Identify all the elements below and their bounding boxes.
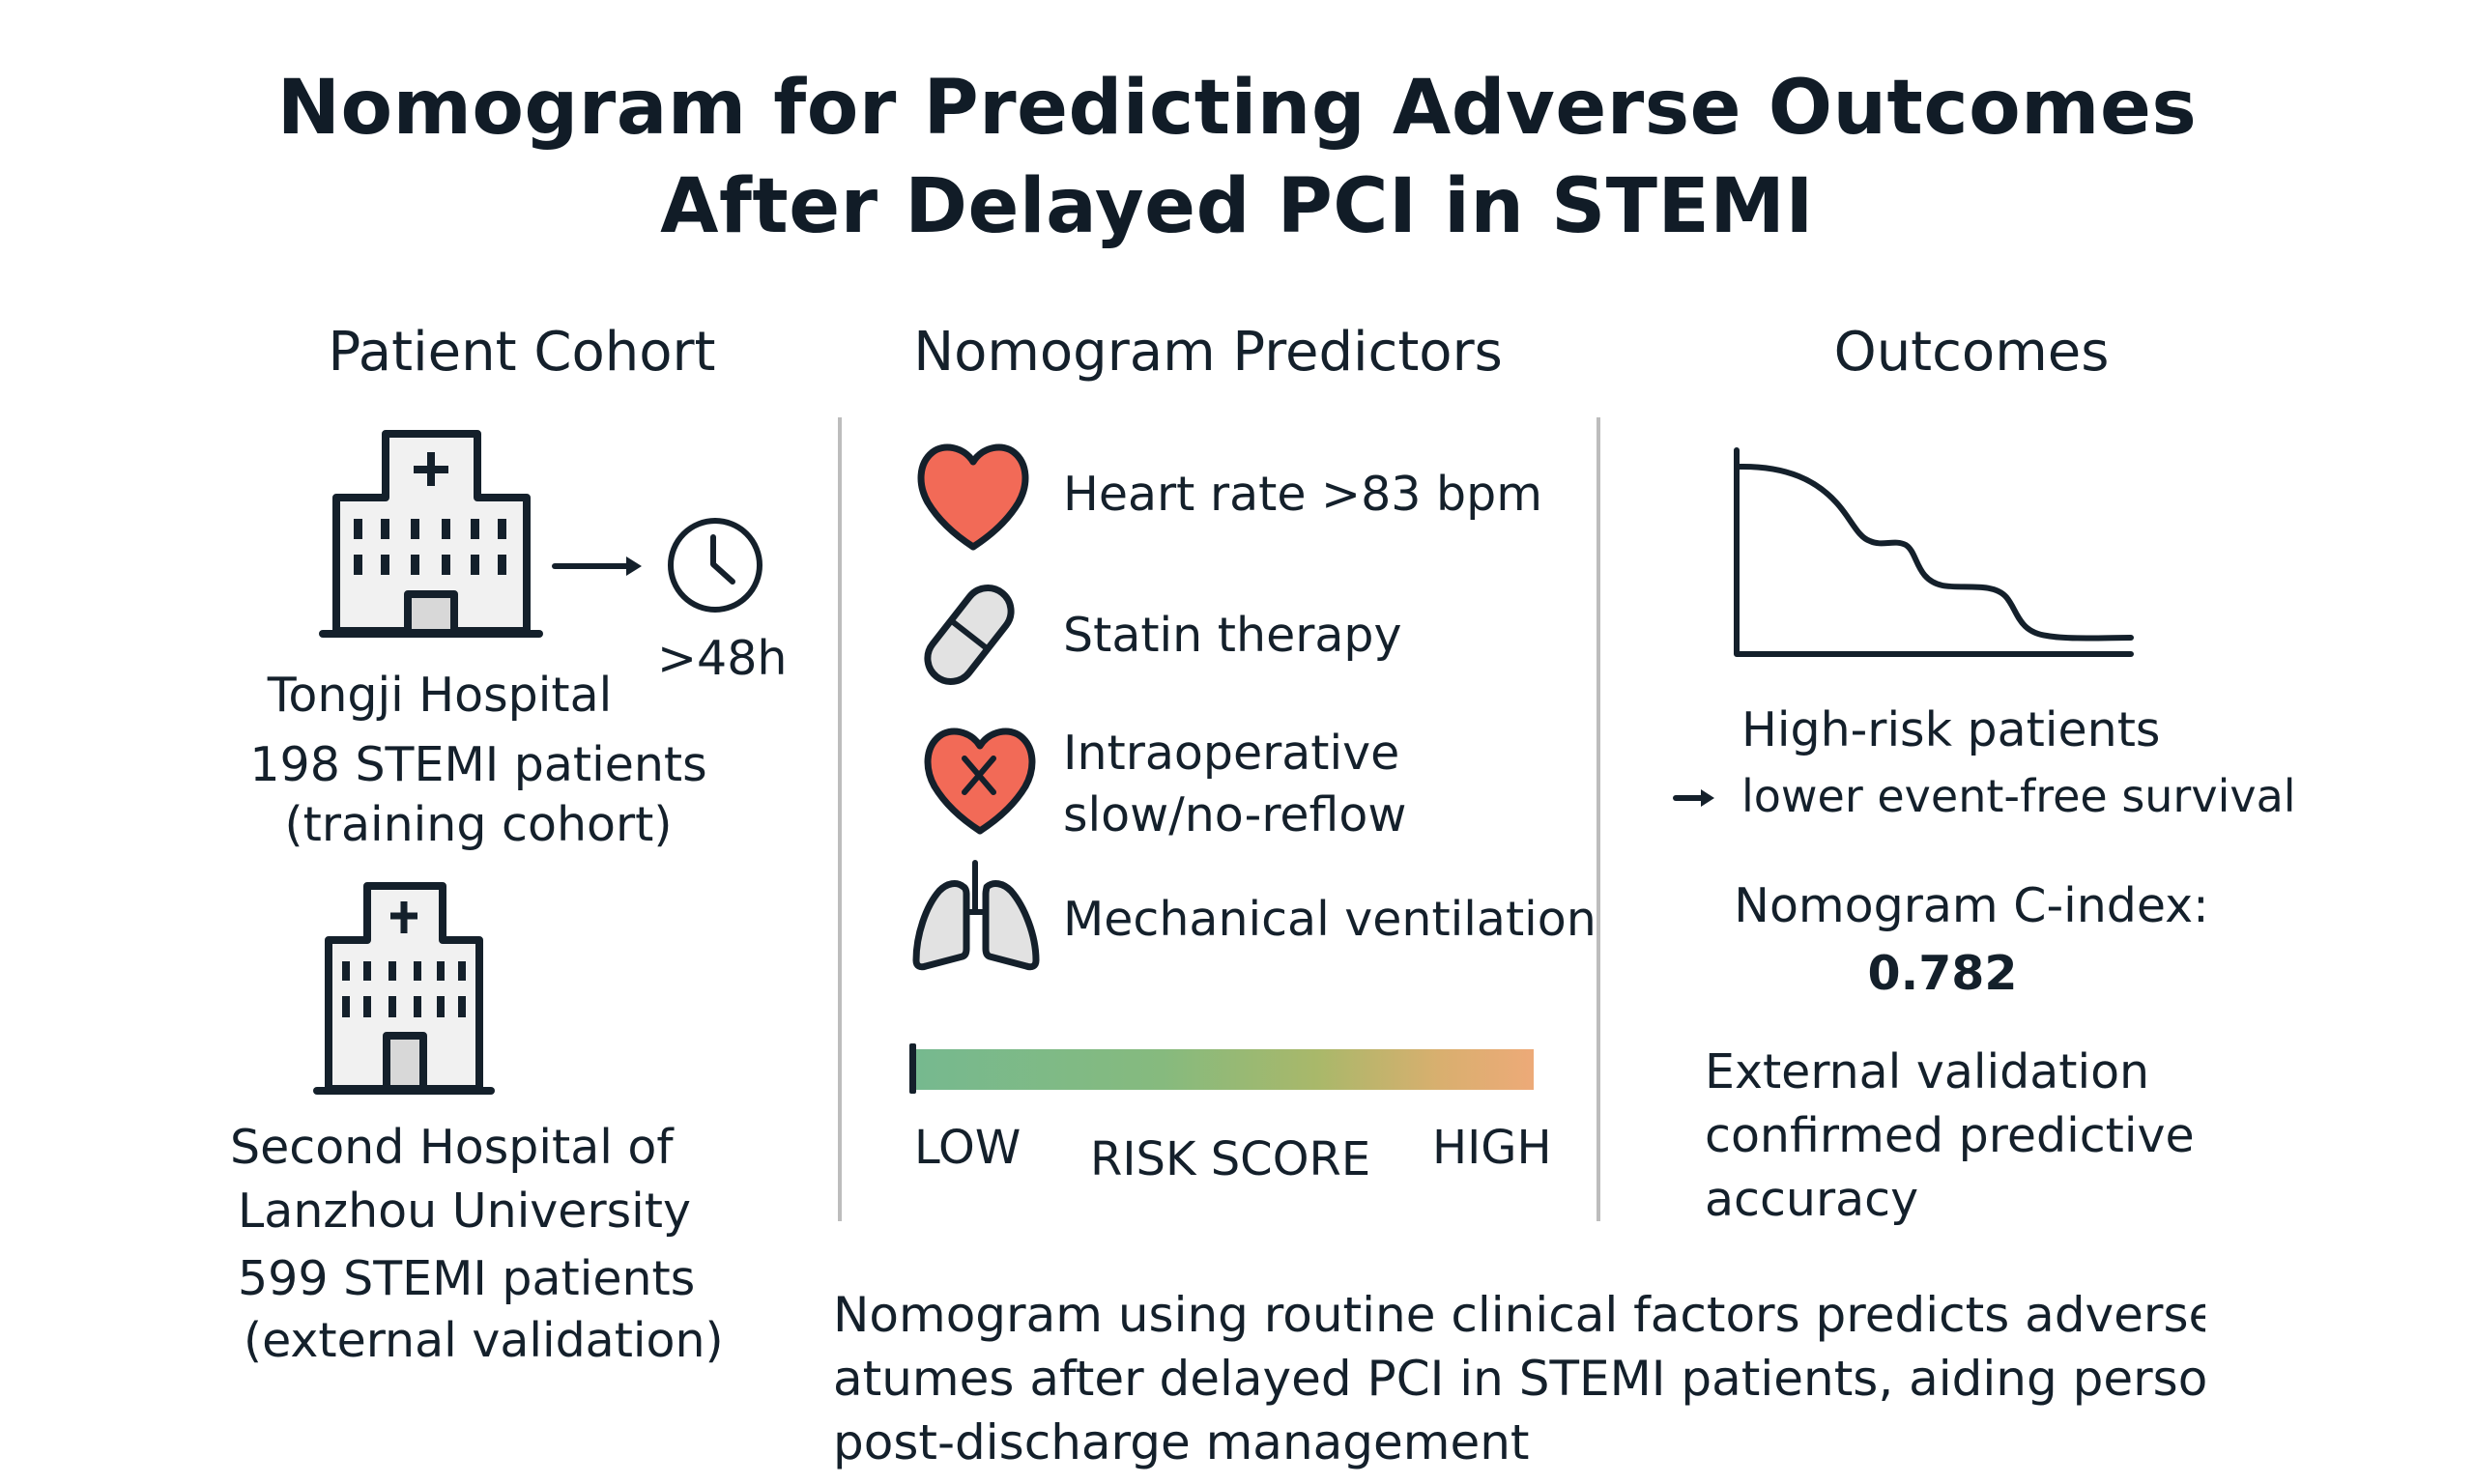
- heading-nomogram-predictors: Nomogram Predictors: [913, 321, 1503, 384]
- training-cohort-role: (training cohort): [284, 797, 673, 852]
- predictor-mechanical-ventilation: Mechanical ventilation: [1063, 892, 1597, 947]
- risk-score-gradient-bar: [915, 1049, 1534, 1090]
- column-divider-right: [1597, 417, 1600, 1221]
- risk-low-label: LOW: [914, 1121, 1021, 1175]
- column-divider-left: [838, 417, 842, 1221]
- risk-high-label: HIGH: [1432, 1121, 1552, 1175]
- validation-statement-line-3: accuracy: [1705, 1172, 1919, 1227]
- training-hospital-name: Tongji Hospital: [267, 668, 613, 723]
- predictor-reflow-line-2: slow/no-reflow: [1063, 787, 1407, 842]
- finding-line-2: lower event-free survival: [1741, 770, 2296, 822]
- validation-statement-line-1: External validation: [1705, 1044, 2150, 1099]
- cindex-value: 0.782: [1867, 946, 2018, 1001]
- summary-line-2: atumes after delayed PCI in STEMI patien…: [833, 1351, 2205, 1407]
- cindex-label: Nomogram C-index:: [1734, 878, 2209, 933]
- finding-line-1: High-risk patients: [1741, 702, 2161, 757]
- validation-patient-count: 599 STEMI patients: [238, 1251, 696, 1306]
- validation-hospital-line-1: Second Hospital of: [230, 1120, 674, 1175]
- summary-text: Nomogram using routine clinical factors …: [833, 1283, 2205, 1474]
- risk-score-label: RISK SCORE: [1090, 1132, 1371, 1186]
- training-patient-count: 198 STEMI patients: [249, 737, 707, 792]
- title-line-2: After Delayed PCI in STEMI: [660, 163, 1814, 250]
- validation-cohort-role: (external validation): [244, 1313, 724, 1368]
- predictor-reflow-line-1: Intraoperative: [1063, 726, 1400, 781]
- summary-line-3: post-discharge management: [833, 1414, 1530, 1470]
- predictor-heart-rate: Heart rate >83 bpm: [1063, 467, 1542, 522]
- validation-hospital-line-2: Lanzhou University: [238, 1184, 691, 1239]
- title-line-1: Nomogram for Predicting Adverse Outcomes: [276, 65, 2198, 152]
- summary-line-1: Nomogram using routine clinical factors …: [833, 1287, 2205, 1343]
- predictor-statin-therapy: Statin therapy: [1063, 608, 1402, 663]
- heading-patient-cohort: Patient Cohort: [328, 321, 716, 384]
- validation-statement-line-2: confirmed predictive: [1705, 1108, 2195, 1163]
- risk-score-marker: [909, 1043, 916, 1094]
- delay-label: >48h: [657, 631, 788, 686]
- heading-outcomes: Outcomes: [1833, 321, 2110, 384]
